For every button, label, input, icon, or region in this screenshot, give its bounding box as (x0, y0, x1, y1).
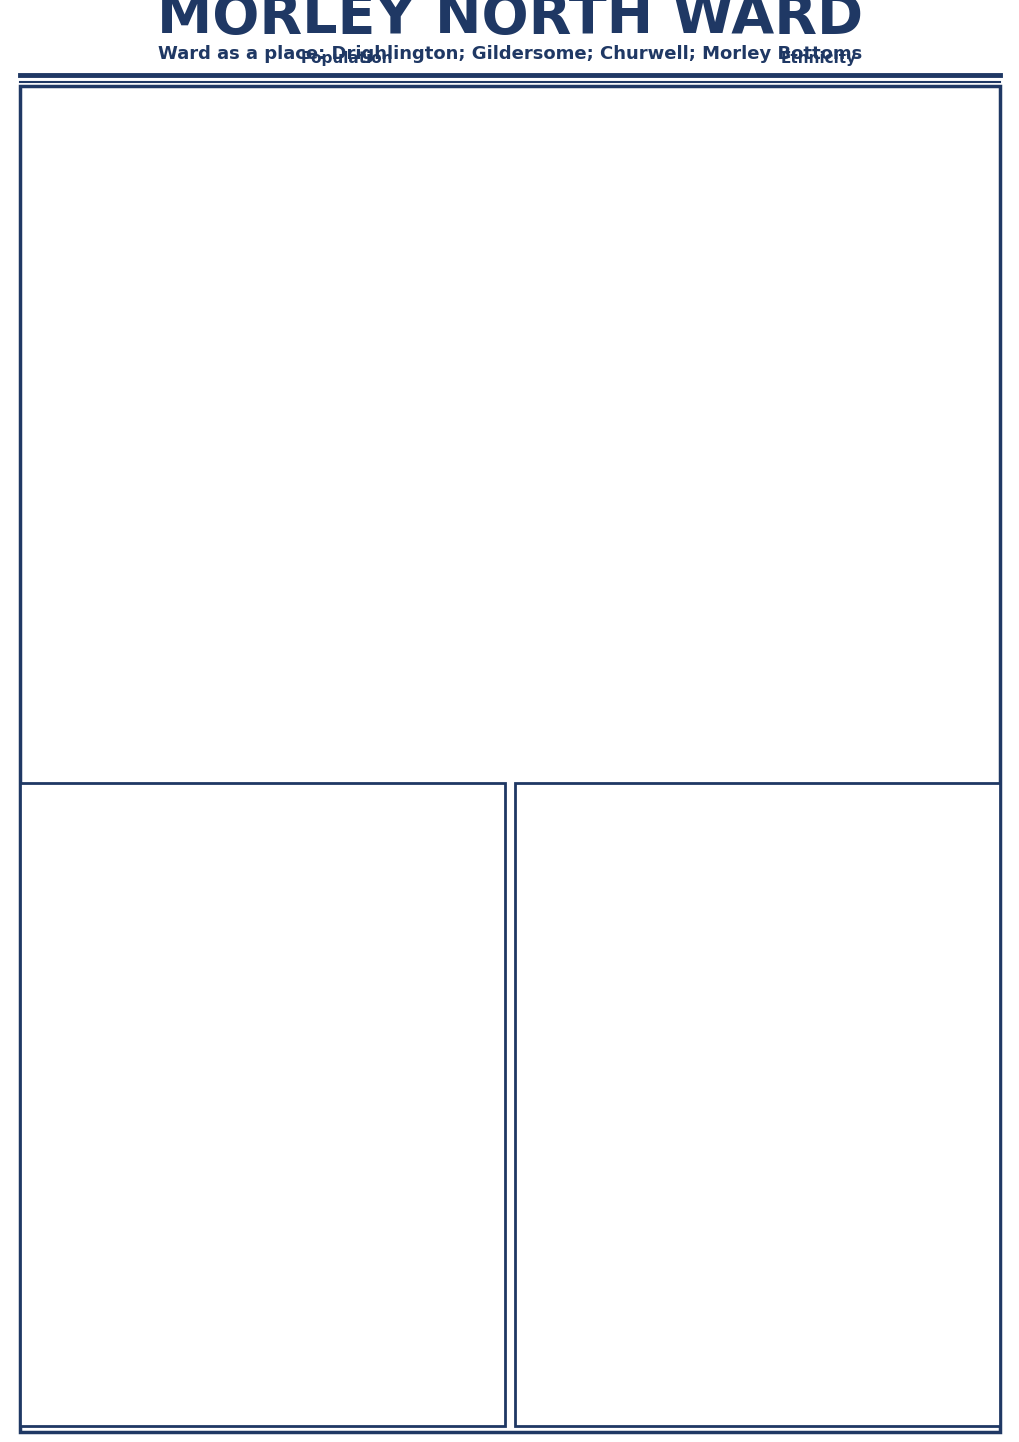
Text: Housing:: Housing: (31, 542, 113, 559)
Bar (301, 169, 315, 200)
Text: Population: Population (301, 52, 393, 66)
Bar (122, 685, 384, 702)
Bar (560, 614, 630, 623)
Legend: Leeds (%), Morley North (%): Leeds (%), Morley North (%) (845, 720, 963, 751)
Bar (780, 293, 793, 322)
Text: Owner Occupied: Owner Occupied (511, 656, 521, 743)
Bar (560, 735, 805, 746)
Wedge shape (628, 102, 642, 183)
Text: Indices of Multiple Deprivation show that Oakwells &
Fairfax, Springbanks & Moor: Indices of Multiple Deprivation show tha… (520, 1135, 838, 1216)
Text: White Rose Shopping Centre; The Manor Golf Club,
Drighlington; Drighlington Cric: White Rose Shopping Centre; The Manor Go… (25, 1084, 342, 1148)
Bar (560, 711, 903, 721)
Text: Crime rates are lower than the city average; Anti
Social Behaviour (ASB), vehicl: Crime rates are lower than the city aver… (520, 1296, 825, 1343)
Text: White/British 95%: White/British 95% (799, 112, 905, 125)
Bar (560, 702, 805, 711)
Bar (780, 166, 793, 195)
Text: parks, visitor attractions etc.): parks, visitor attractions etc.) (25, 846, 298, 862)
Text: Asian/British 2.8%: Asian/British 2.8% (799, 176, 907, 189)
Bar (560, 606, 671, 614)
Text: Age 16 - 64 (62.81%): Age 16 - 64 (62.81%) (321, 182, 447, 195)
Bar (560, 678, 567, 688)
Text: Black/British 0.5%: Black/British 0.5% (799, 239, 906, 252)
Wedge shape (606, 104, 642, 183)
Bar (122, 640, 277, 658)
Text: Mixed/Other 1.6%: Mixed/Other 1.6% (799, 303, 905, 316)
Text: Socio-economic/demographic: Socio-economic/demographic (31, 360, 326, 378)
Bar (122, 623, 290, 640)
Legend: Leeds (%), Morley North (%): Leeds (%), Morley North (%) (335, 720, 453, 751)
Text: Ethnicity: Ethnicity (780, 52, 856, 66)
Bar (122, 731, 270, 748)
Bar (122, 714, 223, 731)
Text: Ward as a place: Drighlington; Gildersome; Churwell; Morley Bottoms: Ward as a place: Drighlington; Gildersom… (158, 45, 861, 63)
Bar (301, 238, 315, 270)
Text: Age 65+ (19.12%): Age 65+ (19.12%) (321, 251, 430, 264)
Bar (560, 629, 618, 639)
Bar (780, 102, 793, 131)
Text: Main Employers: Main Employers (25, 1321, 169, 1335)
Bar (560, 590, 569, 598)
Wedge shape (625, 104, 642, 183)
Wedge shape (536, 102, 748, 262)
Text: Main Non-Council Facilities: Main Non-Council Facilities (25, 1043, 269, 1058)
Bar (122, 578, 260, 596)
Text: Drighlington Primary School; Gildersome Primary
School; Birchfield Primary Schoo: Drighlington Primary School; Gildersome … (25, 1223, 329, 1288)
Wedge shape (64, 102, 163, 183)
Bar (560, 581, 581, 590)
Bar (122, 668, 324, 685)
Text: Key Local Organisations: Key Local Organisations (520, 806, 738, 820)
Bar (780, 229, 793, 258)
Text: Age 0-15 (18.08%): Age 0-15 (18.08%) (321, 111, 431, 124)
Wedge shape (57, 149, 269, 262)
Bar (122, 596, 190, 611)
Text: Drighlington Library; Gildersome Library; Gildersome
and Drighlington Children’s: Drighlington Library; Gildersome Library… (25, 888, 340, 986)
Bar (301, 99, 315, 131)
Text: Associated Waste Management Limited; Magnadata Group
Limited; Troy Foods Limited: Associated Waste Management Limited; Mag… (25, 1363, 373, 1426)
Text: MORLEY NORTH WARD: MORLEY NORTH WARD (157, 0, 862, 45)
Text: Local action groups campaign to promote and protect
the amenities and the enviro: Local action groups campaign to promote … (520, 1011, 838, 1092)
Text: Morley Town Council; Drighlington Parish Council;
Gildersome Parish Council; Gil: Morley Town Council; Drighlington Parish… (520, 846, 834, 929)
Bar (560, 639, 585, 647)
Bar (560, 653, 658, 663)
Text: Schools: Schools (25, 1182, 95, 1197)
Bar (560, 688, 565, 696)
Bar (560, 727, 764, 735)
Text: Rented: Rented (511, 596, 521, 633)
Text: Main Council Facilities (including: Main Council Facilities (including (25, 806, 323, 820)
Text: Morley North is predominantly white British with an average to high quality of l: Morley North is predominantly white Brit… (31, 399, 695, 485)
Bar (560, 663, 605, 672)
Text: Key Challenges: Key Challenges (520, 970, 658, 985)
Wedge shape (163, 102, 259, 183)
